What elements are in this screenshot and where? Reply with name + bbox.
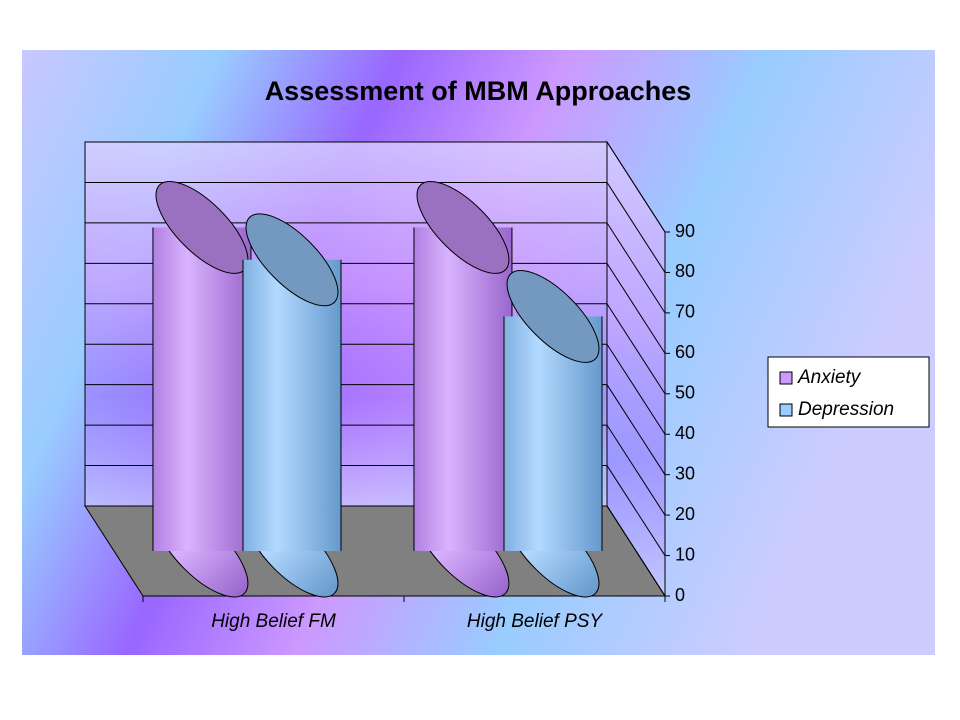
grid-line xyxy=(606,384,666,475)
legend-label: Depression xyxy=(798,399,894,420)
y-tick-label: 60 xyxy=(675,342,695,362)
grid-line xyxy=(606,505,666,597)
grid-line xyxy=(606,465,666,556)
grid-line xyxy=(606,182,666,273)
chart-title: Assessment of MBM Approaches xyxy=(265,76,692,106)
y-tick-label: 50 xyxy=(675,383,695,403)
bar xyxy=(243,259,342,551)
legend-box xyxy=(767,356,930,428)
y-tick-label: 30 xyxy=(675,463,695,483)
legend-swatch xyxy=(779,403,793,417)
plot xyxy=(84,140,670,602)
grid-line xyxy=(606,141,666,233)
bar-top xyxy=(245,213,339,307)
bar-top xyxy=(506,269,600,363)
grid-line xyxy=(606,343,666,435)
y-tick-label: 80 xyxy=(675,261,695,281)
bar xyxy=(152,227,251,551)
x-tick-label: High Belief PSY xyxy=(467,611,604,632)
bar xyxy=(413,227,512,551)
y-tick-label: 90 xyxy=(675,221,695,241)
bar-top xyxy=(416,180,510,274)
x-tick-label: High Belief FM xyxy=(211,611,336,632)
grid-line xyxy=(606,263,666,354)
y-tick-label: 10 xyxy=(675,544,695,564)
legend-swatch xyxy=(779,371,793,385)
y-tick-label: 20 xyxy=(675,504,695,524)
y-tick-label: 70 xyxy=(675,302,695,322)
y-tick-label: 0 xyxy=(675,585,685,605)
grid-line xyxy=(606,222,666,314)
grid-line xyxy=(606,303,666,395)
legend-label: Anxiety xyxy=(797,367,862,388)
grid-line xyxy=(606,424,666,516)
y-tick-label: 40 xyxy=(675,423,695,443)
